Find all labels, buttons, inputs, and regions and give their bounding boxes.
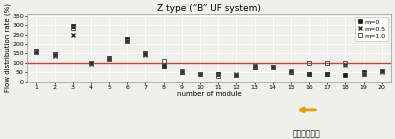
m=1.0 <box>307 62 311 64</box>
m=0.5 <box>198 74 202 75</box>
m=1.0 <box>216 75 220 77</box>
m=0 <box>325 73 329 75</box>
m=0 <box>361 71 366 73</box>
m=0.5 <box>252 66 257 68</box>
Legend: m=0, m=0.5, m=1.0: m=0, m=0.5, m=1.0 <box>356 17 388 41</box>
m=1.0 <box>161 60 166 62</box>
m=0 <box>288 71 293 73</box>
m=1.0 <box>70 27 75 29</box>
m=0.5 <box>325 73 329 75</box>
m=0.5 <box>216 73 220 75</box>
X-axis label: number of module: number of module <box>177 91 241 97</box>
m=0 <box>307 73 311 75</box>
m=0.5 <box>125 40 130 42</box>
m=0 <box>343 74 348 76</box>
m=0.5 <box>234 74 239 75</box>
m=1.0 <box>198 73 202 75</box>
m=1.0 <box>52 54 57 56</box>
m=1.0 <box>143 54 148 55</box>
m=0 <box>198 74 202 75</box>
m=1.0 <box>325 62 329 64</box>
m=0 <box>88 62 93 64</box>
m=0 <box>125 39 130 40</box>
m=1.0 <box>88 62 93 64</box>
m=0.5 <box>179 71 184 73</box>
m=1.0 <box>379 70 384 72</box>
m=1.0 <box>125 40 130 41</box>
m=0 <box>234 74 239 76</box>
Line: m=0.5: m=0.5 <box>34 33 384 77</box>
m=0 <box>143 53 148 54</box>
m=0.5 <box>343 64 348 66</box>
m=1.0 <box>179 70 184 72</box>
Line: m=1.0: m=1.0 <box>34 26 384 78</box>
m=0 <box>161 65 166 66</box>
m=0.5 <box>361 74 366 75</box>
m=1.0 <box>288 70 293 72</box>
m=0.5 <box>288 71 293 73</box>
m=0 <box>270 66 275 68</box>
m=0.5 <box>307 73 311 75</box>
m=0.5 <box>34 52 39 53</box>
m=0 <box>379 70 384 72</box>
m=0.5 <box>107 58 111 60</box>
m=0 <box>52 53 57 55</box>
m=0 <box>70 25 75 27</box>
Line: m=0: m=0 <box>34 24 384 77</box>
m=1.0 <box>361 73 366 75</box>
m=0 <box>252 66 257 67</box>
m=0.5 <box>143 54 148 55</box>
m=0.5 <box>379 71 384 73</box>
m=0.5 <box>270 67 275 68</box>
Text: 원수유입방향: 원수유입방향 <box>292 129 320 138</box>
m=1.0 <box>343 62 348 64</box>
m=0.5 <box>70 34 75 36</box>
m=1.0 <box>270 66 275 67</box>
m=0 <box>179 71 184 73</box>
m=1.0 <box>234 74 239 76</box>
m=1.0 <box>107 58 111 59</box>
m=0 <box>107 57 111 58</box>
m=0 <box>34 50 39 52</box>
m=0.5 <box>161 64 166 65</box>
m=0.5 <box>52 55 57 56</box>
m=1.0 <box>252 65 257 67</box>
Title: Z type (“B” UF system): Z type (“B” UF system) <box>157 4 261 13</box>
Y-axis label: Flow distribution rate (%): Flow distribution rate (%) <box>4 3 11 92</box>
m=0.5 <box>88 63 93 64</box>
m=1.0 <box>34 51 39 53</box>
m=0 <box>216 73 220 75</box>
